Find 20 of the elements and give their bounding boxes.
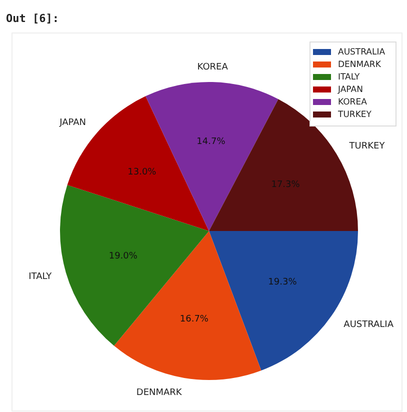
data-label: 13.0% — [128, 167, 157, 178]
slice-label: TURKEY — [348, 142, 386, 152]
legend-label: JAPAN — [337, 84, 363, 95]
pie-slice — [60, 184, 209, 346]
slice-label: DENMARK — [136, 388, 183, 398]
data-label: 14.7% — [196, 137, 226, 148]
text: Out [6]: — [6, 12, 59, 25]
legend-label: KOREA — [338, 97, 368, 108]
legend-label: DENMARK — [338, 60, 382, 70]
legend-label: ITALY — [338, 72, 360, 82]
data-label: 19.0% — [108, 251, 138, 262]
legend-label: TURKEY — [337, 110, 372, 120]
slice-label: AUSTRALIA — [344, 320, 394, 330]
data-label: 19.3% — [268, 277, 298, 288]
slice-label: JAPAN — [58, 118, 86, 128]
legend-label: AUSTRALIA — [338, 47, 386, 58]
data-label: 17.3% — [271, 180, 300, 190]
slice-label: ITALY — [28, 272, 52, 282]
data-label: 16.7% — [180, 314, 209, 325]
slice-label: KOREA — [197, 62, 229, 73]
